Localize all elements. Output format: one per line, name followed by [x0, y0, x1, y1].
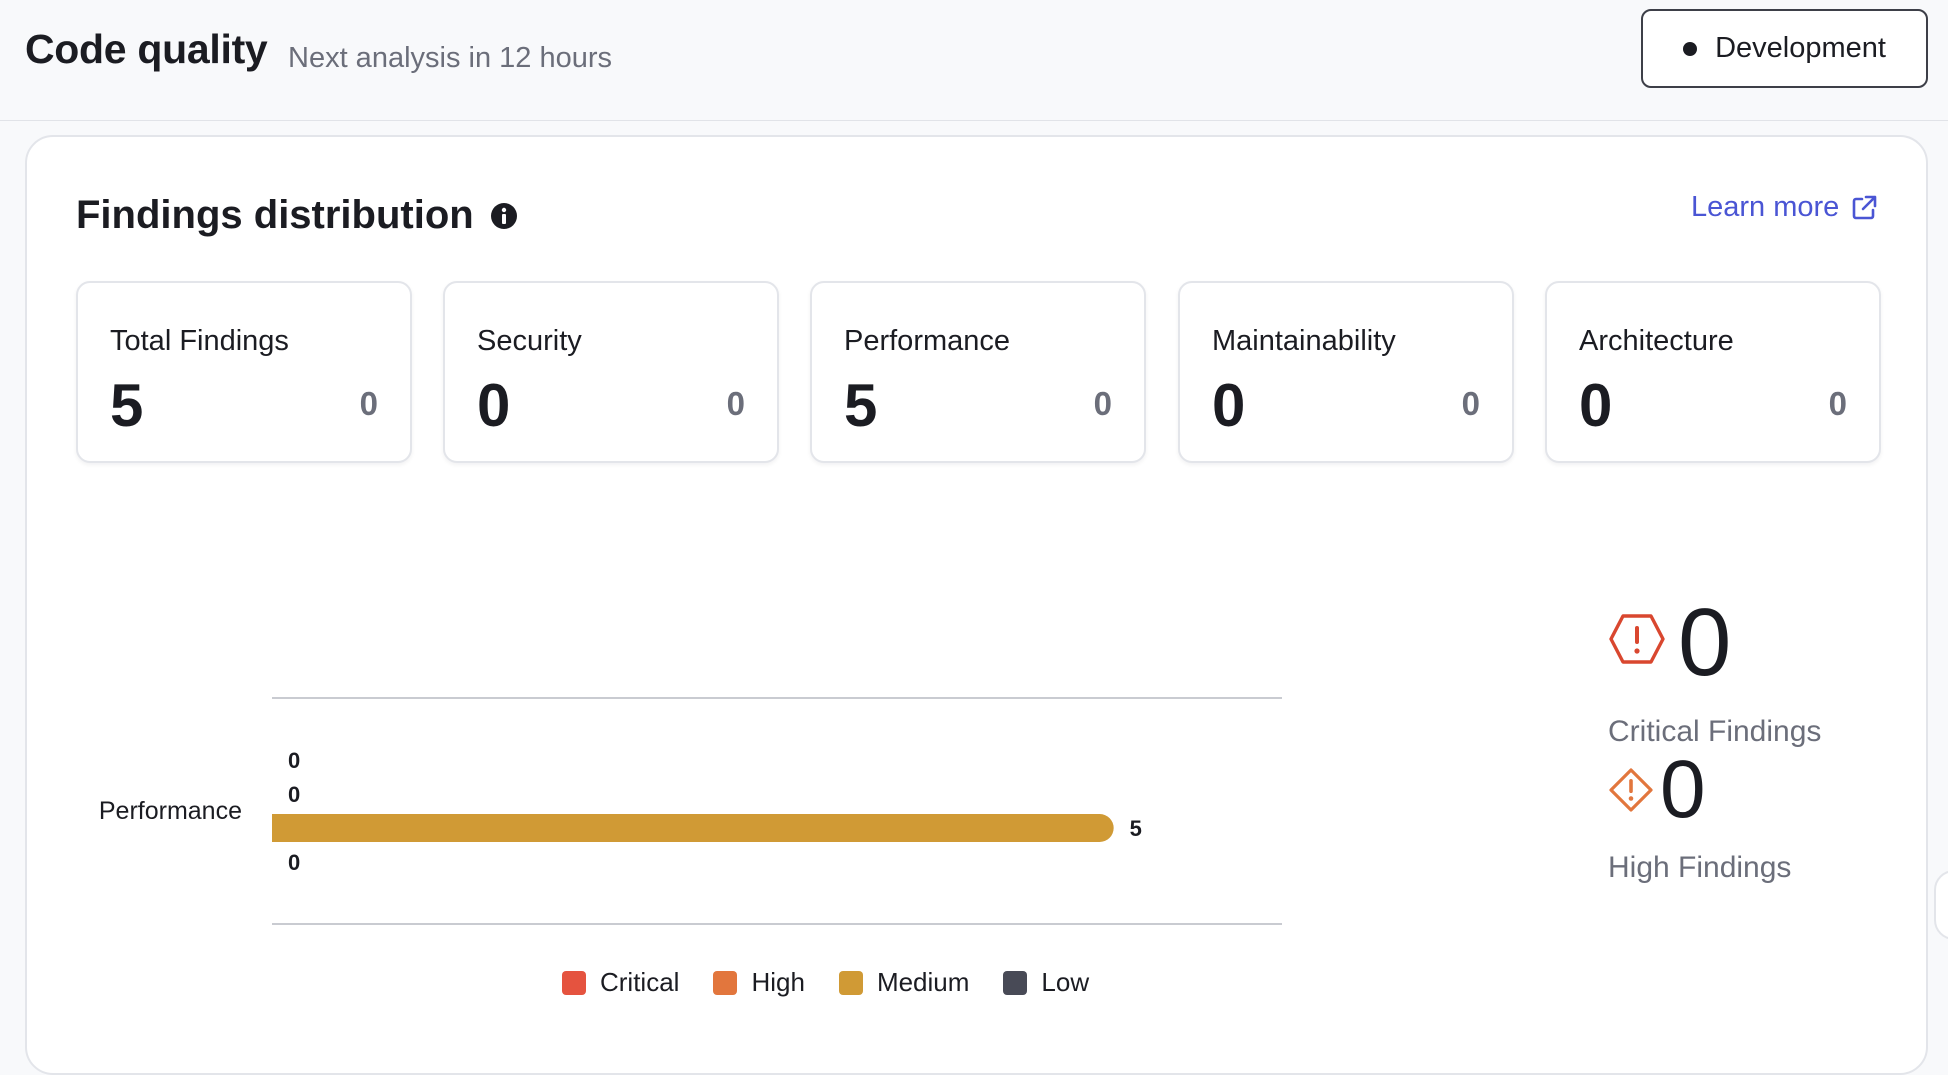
- legend-swatch: [713, 970, 738, 995]
- high-label: High Findings: [1608, 851, 1792, 884]
- legend-label: Critical: [600, 967, 680, 997]
- x-tick-label: 4: [939, 954, 952, 957]
- environment-label: Development: [1715, 32, 1886, 64]
- stat-delta: 0: [726, 385, 745, 422]
- section-title: Findings distribution: [76, 193, 474, 237]
- stat-value: 5: [844, 372, 878, 439]
- data-label-medium: 5: [1130, 816, 1142, 841]
- stat-value: 0: [1212, 372, 1246, 439]
- high-diamond-icon: [1609, 768, 1653, 812]
- stat-label: Security: [477, 325, 582, 357]
- data-label-low: 0: [288, 850, 300, 875]
- legend-item-high[interactable]: High: [713, 967, 805, 998]
- legend-swatch: [562, 970, 586, 995]
- chart-legend: Critical High Medium Low: [562, 967, 1089, 998]
- stat-value: 5: [110, 372, 144, 439]
- info-icon[interactable]: [490, 202, 518, 230]
- critical-label: Critical Findings: [1608, 715, 1822, 748]
- environment-dot-icon: [1683, 41, 1698, 56]
- stat-card-performance[interactable]: Performance 5 0: [810, 281, 1146, 463]
- stat-delta: 0: [1093, 385, 1112, 422]
- top-bar: Code quality Next analysis in 12 hours D…: [0, 0, 1948, 121]
- stat-card-architecture[interactable]: Architecture 0 0: [1545, 281, 1881, 463]
- environment-button[interactable]: Development: [1641, 9, 1928, 88]
- page-title: Code quality: [25, 26, 268, 72]
- learn-more-label: Learn more: [1691, 191, 1840, 223]
- legend-item-low[interactable]: Low: [1003, 967, 1089, 998]
- x-tick-label: 2: [602, 954, 615, 957]
- critical-hexagon-icon: [1609, 614, 1665, 664]
- legend-label: Low: [1041, 967, 1090, 997]
- next-analysis-text: Next analysis in 12 hours: [288, 42, 612, 74]
- legend-item-critical[interactable]: Critical: [562, 967, 679, 998]
- x-tick-label: 3: [771, 954, 784, 957]
- x-tick-label: 0: [266, 954, 279, 957]
- stat-card-security[interactable]: Security 0 0: [443, 281, 779, 463]
- stat-label: Architecture: [1579, 325, 1734, 357]
- x-tick-label: 5: [1107, 954, 1120, 957]
- scroll-handle[interactable]: [1934, 870, 1948, 940]
- findings-card: Findings distribution Learn more Total F…: [25, 135, 1928, 1075]
- bar-medium: [272, 814, 1114, 842]
- data-label-high: 0: [288, 782, 300, 807]
- stat-value: 0: [477, 372, 511, 439]
- stat-delta: 0: [359, 385, 378, 422]
- learn-more-link[interactable]: Learn more: [1691, 191, 1879, 224]
- stat-label: Performance: [844, 325, 1011, 357]
- stat-card-total-findings[interactable]: Total Findings 5 0: [76, 281, 412, 463]
- bar-medium-base: [272, 814, 300, 842]
- y-category-label: Performance: [99, 797, 242, 825]
- legend-label: High: [751, 967, 805, 997]
- stat-delta: 0: [1828, 385, 1847, 422]
- external-link-icon: [1853, 195, 1877, 219]
- x-tick-label: 1: [434, 954, 447, 957]
- stat-label: Total Findings: [110, 325, 289, 357]
- findings-bar-chart: 0123456Findings numberPerformance0050: [99, 697, 1289, 957]
- critical-count: 0: [1678, 589, 1732, 696]
- legend-swatch: [1003, 970, 1028, 995]
- stat-label: Maintainability: [1212, 325, 1396, 357]
- legend-swatch: [838, 970, 863, 995]
- high-count: 0: [1660, 744, 1706, 835]
- stat-card-maintainability[interactable]: Maintainability 0 0: [1178, 281, 1514, 463]
- legend-item-medium[interactable]: Medium: [838, 967, 970, 998]
- stat-delta: 0: [1461, 385, 1480, 422]
- data-label-critical: 0: [288, 748, 300, 773]
- legend-label: Medium: [876, 967, 970, 997]
- x-tick-label: 6: [1276, 954, 1289, 957]
- stat-value: 0: [1579, 372, 1613, 439]
